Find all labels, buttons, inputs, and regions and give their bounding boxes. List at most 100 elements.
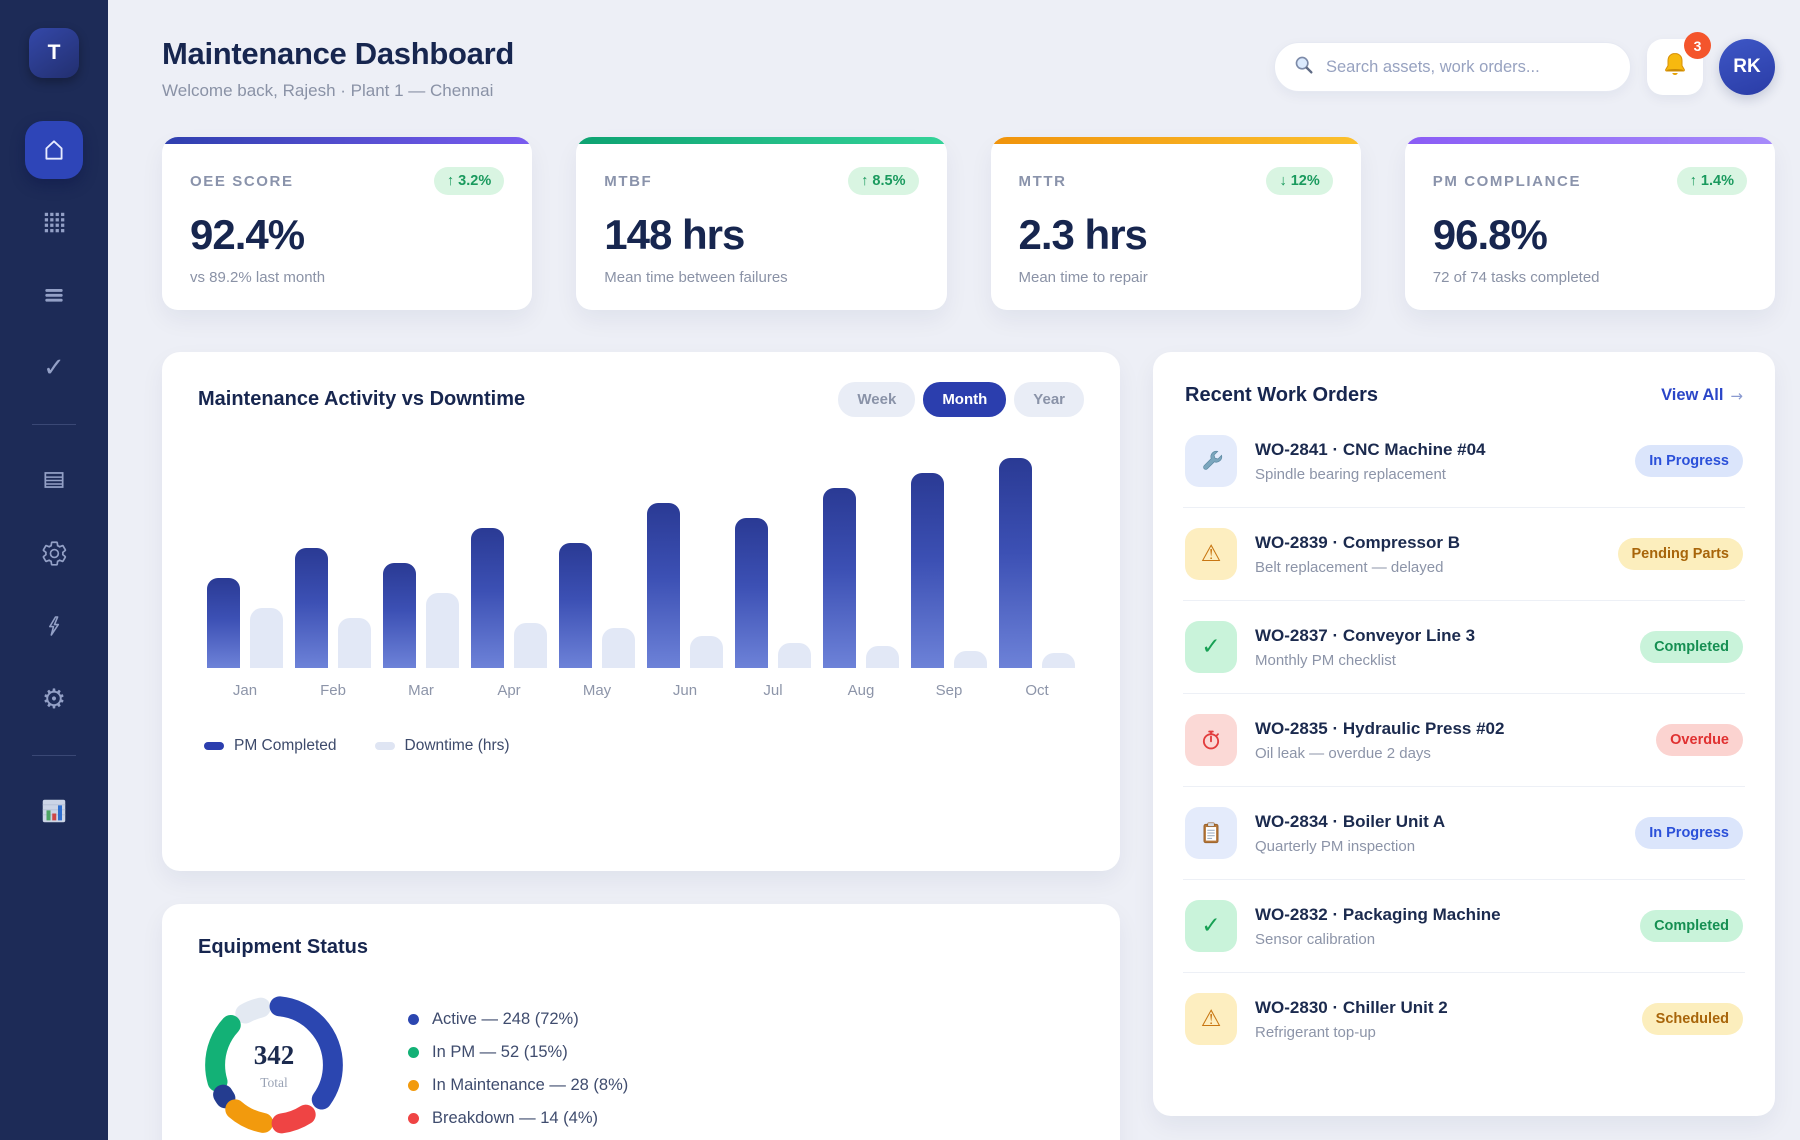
work-order-row[interactable]: ⚠ WO-2839 · Compressor B Belt replacement … — [1183, 508, 1745, 601]
donut-total-label: Total — [260, 1074, 288, 1090]
sidebar-item-gear-icon[interactable]: ⚙ — [41, 683, 67, 715]
legend-label: Breakdown — 14 (4%) — [432, 1109, 598, 1127]
bar-downtime — [602, 628, 635, 668]
bar-group: Mar — [382, 563, 460, 699]
bar-downtime — [426, 593, 459, 668]
bell-icon — [1660, 50, 1690, 85]
sidebar-divider — [32, 424, 76, 425]
bar-downtime — [514, 623, 547, 668]
work-orders-title: Recent Work Orders — [1185, 384, 1379, 406]
chart-title: Maintenance Activity vs Downtime — [198, 388, 526, 410]
work-order-subtitle: Oil leak — overdue 2 days — [1255, 744, 1431, 762]
kpi-label: MTTR — [1018, 172, 1067, 190]
sidebar-item-bolt-icon[interactable] — [31, 603, 77, 649]
bar-group: Aug — [822, 488, 900, 699]
bar-group: Jun — [646, 503, 724, 699]
work-order-title: WO-2832 · Packaging Machine — [1255, 904, 1501, 924]
donut-svg — [205, 996, 343, 1134]
wrench-icon — [1185, 435, 1237, 487]
status-badge: Scheduled — [1641, 1003, 1743, 1035]
kpi-note: Mean time to repair — [1018, 269, 1148, 286]
bar-pm-completed — [383, 563, 416, 668]
app-logo[interactable]: T — [29, 28, 79, 78]
kpi-card-oee: OEE SCORE ↑ 3.2% 92.4% vs 89.2% last mon… — [162, 137, 533, 310]
bar-group: Apr — [470, 528, 548, 699]
status-badge: In Progress — [1635, 817, 1743, 849]
bar-pm-completed — [911, 473, 944, 668]
legend-label: Downtime (hrs) — [404, 737, 510, 754]
bar-pm-completed — [295, 548, 328, 668]
kpi-delta-badge: ↑ 1.4% — [1676, 167, 1747, 195]
bar-downtime — [250, 608, 283, 668]
toggle-month[interactable]: Month — [923, 382, 1007, 417]
work-order-row[interactable]: ✓ WO-2832 · Packaging Machine Sensor calib… — [1183, 880, 1745, 973]
status-badge: Completed — [1640, 631, 1743, 663]
work-order-row[interactable]: WO-2835 · Hydraulic Press #02 Oil leak — … — [1183, 694, 1745, 787]
sidebar: T ✓ ⚙ — [0, 0, 108, 1140]
x-axis-label: Feb — [320, 682, 346, 699]
status-badge: Overdue — [1656, 724, 1743, 756]
notification-badge: 3 — [1684, 32, 1711, 59]
kpi-delta-badge: ↑ 3.2% — [433, 167, 505, 195]
work-order-row[interactable]: ⚠ WO-2830 · Chiller Unit 2 Refrigerant top… — [1183, 973, 1745, 1065]
left-column: Maintenance Activity vs Downtime Week Mo… — [162, 352, 1120, 1140]
bar-pm-completed — [471, 528, 504, 668]
bar-pm-completed — [207, 578, 240, 668]
sidebar-nav: ✓ ⚙ — [25, 121, 83, 861]
search-input[interactable] — [1326, 57, 1612, 77]
x-axis-label: Mar — [408, 682, 434, 699]
legend-swatch — [374, 742, 395, 750]
equipment-status-card: Equipment Status 342 Total Active — 248 … — [162, 904, 1120, 1140]
legend-dot — [408, 1113, 419, 1124]
bar-pm-completed — [823, 488, 856, 668]
work-order-subtitle: Monthly PM checklist — [1255, 651, 1396, 669]
bar-group: Sep — [910, 473, 988, 699]
legend-item-downtime: Downtime (hrs) — [374, 737, 510, 755]
equipment-legend-item: In PM — 52 (15%) — [408, 1043, 628, 1062]
work-order-title: WO-2835 · Hydraulic Press #02 — [1255, 718, 1505, 738]
search-box[interactable] — [1274, 42, 1631, 92]
range-toggles: Week Month Year — [838, 382, 1084, 417]
notifications-button[interactable]: 3 — [1647, 32, 1711, 95]
donut-total: 342 — [253, 1039, 295, 1070]
avatar[interactable]: RK — [1719, 39, 1775, 95]
status-badge: Pending Parts — [1617, 538, 1743, 570]
toggle-week[interactable]: Week — [838, 382, 916, 417]
legend-item-pm: PM Completed — [204, 737, 337, 755]
page-title: Maintenance Dashboard — [162, 36, 515, 71]
kpi-note: 72 of 74 tasks completed — [1432, 269, 1600, 286]
kpi-delta-badge: ↑ 8.5% — [848, 167, 919, 195]
work-order-row[interactable]: WO-2841 · CNC Machine #04 Spindle bearing… — [1183, 415, 1745, 508]
x-axis-label: Sep — [935, 682, 963, 699]
work-order-row[interactable]: WO-2834 · Boiler Unit A Quarterly PM insp… — [1183, 787, 1745, 880]
kpi-accent — [576, 137, 947, 144]
legend-dot — [408, 1080, 419, 1091]
work-order-row[interactable]: ✓ WO-2837 · Conveyor Line 3 Monthly PM che… — [1183, 601, 1745, 694]
page-header: Maintenance Dashboard Welcome back, Raje… — [162, 32, 1775, 101]
work-orders-card: Recent Work Orders View All → WO-2841 · … — [1153, 352, 1775, 1116]
work-order-subtitle: Sensor calibration — [1255, 930, 1376, 948]
sidebar-item-home-icon[interactable] — [25, 121, 83, 179]
legend-label: Active — 248 (72%) — [432, 1010, 579, 1028]
equipment-legend-item: Active — 248 (72%) — [408, 1010, 628, 1029]
sidebar-item-menu-icon[interactable] — [31, 272, 77, 318]
work-order-title: WO-2841 · CNC Machine #04 — [1255, 439, 1486, 459]
kpi-accent — [1404, 137, 1775, 144]
sidebar-item-grid-icon[interactable] — [31, 199, 77, 245]
work-order-subtitle: Quarterly PM inspection — [1255, 837, 1416, 855]
bar-group: Feb — [294, 548, 372, 699]
sidebar-item-check-icon[interactable]: ✓ — [43, 353, 65, 383]
equipment-legend: Active — 248 (72%) In PM — 52 (15%) In M… — [408, 1010, 628, 1128]
equipment-donut: 342 Total — [198, 989, 350, 1140]
sidebar-item-bar-chart-icon[interactable] — [31, 788, 77, 834]
kpi-note: vs 89.2% last month — [190, 269, 326, 286]
kpi-accent — [162, 137, 533, 144]
view-all-link[interactable]: View All → — [1661, 386, 1743, 405]
x-axis-label: May — [582, 682, 612, 699]
clipboard-icon — [1185, 807, 1237, 859]
toggle-year[interactable]: Year — [1014, 382, 1084, 417]
sidebar-item-cog-icon[interactable] — [31, 530, 77, 576]
sidebar-item-rows-icon[interactable] — [31, 457, 77, 503]
page-subtitle: Welcome back, Rajesh · Plant 1 — Chennai — [162, 81, 494, 100]
x-axis-label: Apr — [497, 682, 521, 699]
